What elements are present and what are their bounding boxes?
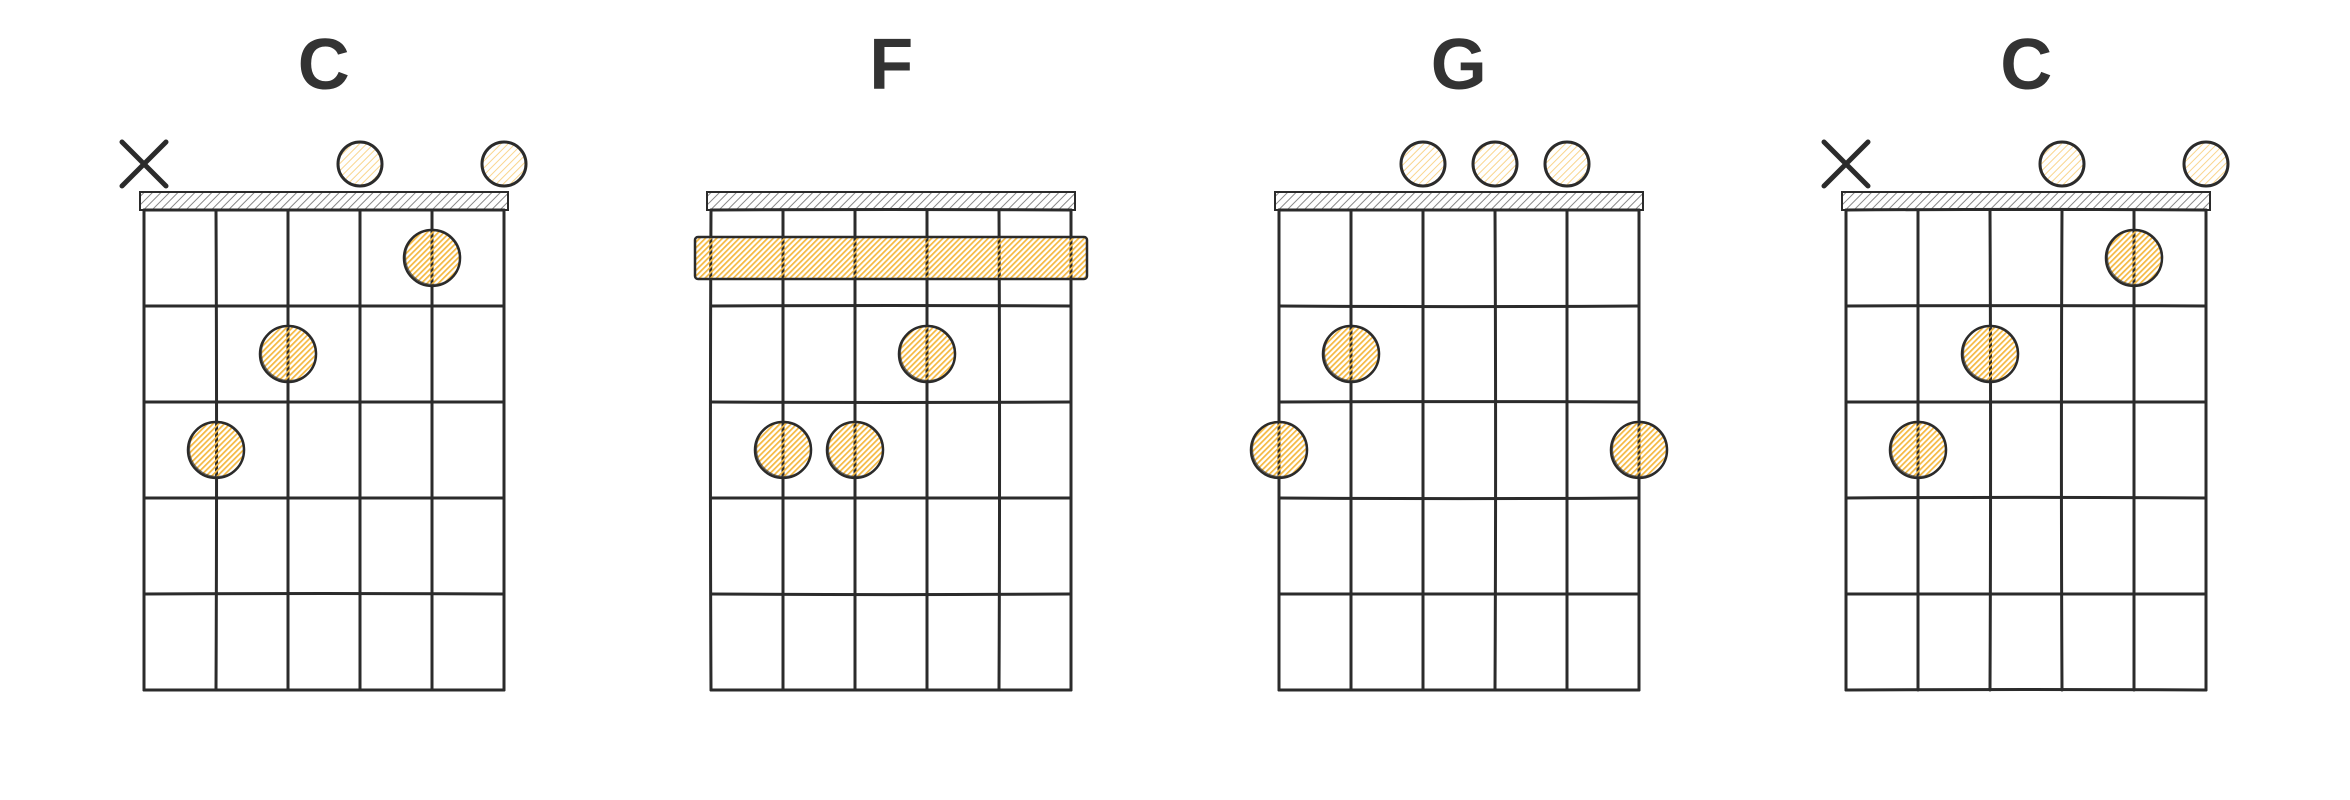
- barre: [695, 237, 1087, 279]
- chord-name-label: G: [1431, 20, 1487, 110]
- chord-name-label: C: [2000, 20, 2052, 110]
- chord-name-label: C: [298, 20, 350, 110]
- chord-diagram: [681, 120, 1101, 740]
- chord-diagram-wrap: [1249, 120, 1669, 740]
- nut: [707, 192, 1075, 210]
- chord-diagram-wrap: [681, 120, 1101, 740]
- mute-string-icon: [1824, 142, 1868, 186]
- nut: [1842, 192, 2210, 210]
- nut: [140, 192, 508, 210]
- mute-string-icon: [122, 142, 166, 186]
- chord-diagram-wrap: [1816, 120, 2236, 740]
- chord-block: F: [651, 20, 1131, 740]
- chord-diagram-wrap: [114, 120, 534, 740]
- chord-diagram: [1816, 120, 2236, 740]
- chord-diagram: [1249, 120, 1669, 740]
- chord-diagram: [114, 120, 534, 740]
- chord-name-label: F: [869, 20, 913, 110]
- chord-block: G: [1219, 20, 1699, 740]
- chord-block: C: [84, 20, 564, 740]
- chord-progression: C F G C: [0, 0, 2350, 800]
- chord-block: C: [1786, 20, 2266, 740]
- nut: [1275, 192, 1643, 210]
